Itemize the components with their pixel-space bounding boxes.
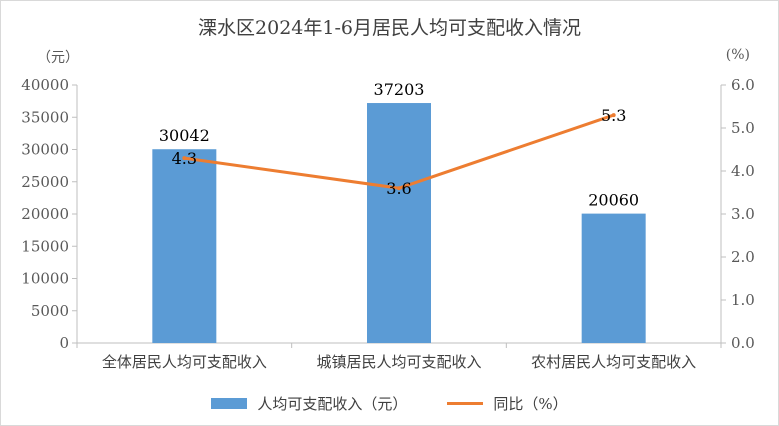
right-axis-unit: (%) [725, 47, 750, 63]
line-value-label: 4.3 [172, 149, 197, 168]
legend-bar-swatch [211, 398, 248, 409]
left-axis-tick-label: 0 [59, 334, 69, 352]
left-axis-tick-label: 10000 [21, 270, 69, 288]
line-value-label: 3.6 [386, 179, 411, 198]
right-axis-tick-label: 6.0 [731, 76, 755, 94]
bar [581, 213, 646, 343]
legend-line-swatch [447, 402, 484, 405]
bar [152, 149, 217, 343]
left-axis-tick-label: 5000 [31, 302, 69, 320]
right-axis-tick-label: 5.0 [731, 119, 755, 137]
left-axis-tick-label: 25000 [21, 173, 69, 191]
left-axis-unit: （元） [37, 50, 79, 66]
legend: 人均可支配收入（元） 同比（%） [1, 393, 778, 414]
right-axis-tick-label: 0.0 [731, 334, 755, 352]
x-axis-tick-label: 农村居民人均可支配收入 [531, 353, 696, 371]
left-axis-tick-label: 30000 [21, 141, 69, 159]
bar-value-label: 37203 [374, 80, 425, 99]
legend-item-line: 同比（%） [447, 393, 568, 414]
left-axis-tick-label: 40000 [21, 76, 69, 94]
right-axis-tick-label: 4.0 [731, 162, 755, 180]
line-point [182, 156, 187, 161]
left-axis-tick-label: 20000 [21, 205, 69, 223]
left-axis-tick-label: 15000 [21, 237, 69, 255]
right-axis-tick-label: 1.0 [731, 291, 755, 309]
x-axis-tick-label: 城镇居民人均可支配收入 [316, 353, 481, 371]
bar-value-label: 20060 [588, 191, 639, 210]
left-axis-tick-label: 35000 [21, 108, 69, 126]
line-value-label: 5.3 [601, 106, 626, 125]
bar-value-label: 30042 [159, 126, 210, 145]
bar [367, 103, 431, 343]
line-point [397, 186, 401, 191]
legend-line-label: 同比（%） [493, 395, 568, 413]
chart-title: 溧水区2024年1-6月居民人均可支配收入情况 [198, 17, 581, 39]
legend-bar-label: 人均可支配收入（元） [257, 395, 408, 413]
right-axis-tick-label: 2.0 [731, 248, 755, 266]
legend-item-bar: 人均可支配收入（元） [211, 393, 407, 414]
x-axis-tick-label: 全体居民人均可支配收入 [102, 353, 267, 371]
right-axis-tick-label: 3.0 [731, 205, 755, 223]
line-point [611, 113, 616, 118]
